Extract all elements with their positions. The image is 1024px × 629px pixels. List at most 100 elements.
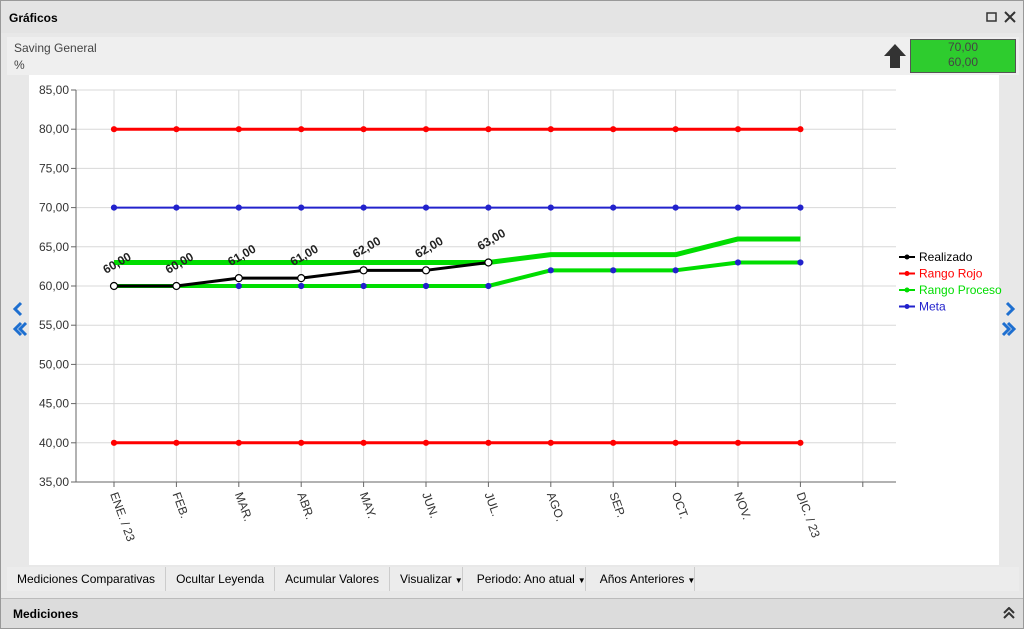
toolbar-button[interactable]: Visualizar	[390, 567, 463, 591]
marker	[610, 267, 617, 274]
marker	[484, 258, 493, 267]
marker	[234, 274, 243, 283]
legend-label: Meta	[919, 300, 946, 314]
marker	[547, 126, 554, 133]
marker	[298, 439, 305, 446]
marker	[672, 439, 679, 446]
marker	[547, 439, 554, 446]
marker	[297, 274, 306, 283]
marker	[485, 439, 492, 446]
marker	[610, 126, 617, 133]
y-tick-label: 60,00	[39, 279, 69, 293]
marker	[360, 126, 367, 133]
marker	[172, 281, 181, 291]
range-line	[114, 260, 801, 288]
y-tick-label: 55,00	[39, 318, 69, 332]
marker	[235, 282, 242, 290]
marker	[734, 439, 742, 446]
marker	[610, 204, 617, 211]
marker	[422, 439, 430, 446]
marker	[610, 439, 617, 446]
y-tick-label: 40,00	[39, 436, 69, 450]
marker	[797, 126, 804, 133]
marker	[672, 126, 679, 133]
marker	[422, 282, 430, 290]
marker	[360, 204, 367, 211]
marker	[547, 204, 554, 211]
trend-arrow	[884, 44, 906, 68]
marker	[173, 439, 180, 446]
indicator-value: 60,00	[947, 55, 979, 69]
marker	[422, 204, 430, 211]
marker	[298, 282, 305, 290]
toolbar-button[interactable]: Ocultar Leyenda	[166, 567, 276, 591]
marker	[421, 266, 431, 275]
marker	[235, 126, 242, 133]
toolbar-button[interactable]: Mediciones Comparativas	[7, 567, 167, 591]
header-unit: %	[14, 58, 25, 72]
expand-button[interactable]	[1003, 607, 1015, 619]
y-tick-label: 70,00	[39, 201, 69, 215]
window-buttons[interactable]	[985, 11, 1017, 25]
chart-header: Saving General % 70,00 60,00	[7, 37, 1019, 75]
y-tick-label: 45,00	[39, 397, 69, 411]
nav-next[interactable]	[1001, 301, 1017, 337]
marker	[734, 204, 742, 211]
legend-label: Rango Proceso	[919, 283, 1002, 297]
marker	[485, 204, 492, 211]
toolbar-button[interactable]: Periodo: Ano atual	[467, 567, 586, 591]
marker	[110, 126, 118, 133]
footer-title: Mediciones	[13, 607, 79, 621]
marker	[797, 204, 804, 211]
marker	[360, 439, 367, 446]
marker	[173, 204, 180, 211]
y-tick-label: 80,00	[39, 122, 69, 136]
toolbar-button[interactable]: Acumular Valores	[275, 567, 390, 591]
dropdown-caret: ▼	[577, 576, 586, 585]
plot-bg	[29, 75, 999, 565]
window-title: Gráficos	[9, 11, 58, 25]
marker	[173, 126, 180, 133]
header-title: Saving General	[14, 41, 97, 55]
marker	[797, 439, 804, 446]
legend-marker	[904, 304, 910, 309]
chart: 35,00 40,00 45,00 50,00 55,00 60,00 65,00 70,00…	[12, 75, 1017, 565]
marker	[422, 126, 430, 133]
indicator-value: 70,00	[947, 40, 979, 54]
marker	[235, 204, 242, 211]
marker	[797, 259, 804, 266]
legend-marker	[904, 287, 910, 293]
legend-marker	[904, 254, 910, 260]
indicator: 70,00 60,00	[910, 39, 1016, 73]
legend-label: Rango Rojo	[919, 267, 983, 281]
toolbar: Mediciones Comparativas Ocultar Leyenda Ac…	[7, 567, 1019, 591]
dropdown-caret: ▼	[454, 576, 463, 585]
marker	[547, 267, 554, 274]
marker	[734, 126, 742, 133]
y-tick-label: 50,00	[39, 357, 69, 371]
y-tick-label: 75,00	[39, 161, 69, 175]
y-tick-label: 65,00	[39, 240, 69, 254]
range-line	[114, 236, 801, 265]
marker	[360, 282, 367, 290]
marker	[672, 267, 679, 274]
nav-prev[interactable]	[12, 301, 28, 337]
marker	[298, 126, 305, 133]
marker	[110, 439, 118, 446]
y-tick-label: 85,00	[39, 83, 69, 97]
y-tick-label: 35,00	[39, 475, 69, 489]
marker	[672, 204, 679, 211]
legend-label: Realizado	[919, 250, 973, 264]
dropdown-caret: ▼	[687, 576, 696, 585]
title-bar: Gráficos	[1, 1, 1023, 33]
marker	[359, 266, 368, 275]
marker	[485, 282, 492, 290]
marker	[298, 204, 305, 211]
marker	[110, 204, 118, 211]
marker	[485, 126, 492, 133]
marker	[734, 259, 742, 266]
toolbar-button[interactable]: Años Anteriores	[590, 567, 696, 591]
footer: Mediciones	[1, 598, 1023, 628]
legend-marker	[904, 271, 910, 276]
